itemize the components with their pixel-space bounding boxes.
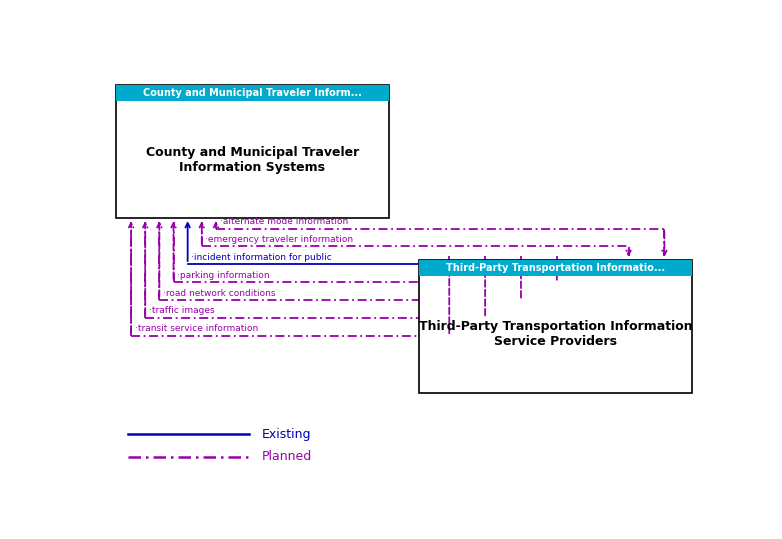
Text: Existing: Existing — [261, 427, 311, 440]
Text: Third-Party Transportation Information
Service Providers: Third-Party Transportation Information S… — [418, 320, 692, 348]
Text: ·road network conditions: ·road network conditions — [163, 288, 275, 298]
Bar — [116, 86, 389, 218]
Text: ·emergency traveler information: ·emergency traveler information — [206, 235, 353, 244]
Bar — [116, 86, 389, 101]
Bar — [419, 260, 692, 392]
Text: ·transit service information: ·transit service information — [135, 324, 258, 333]
Text: County and Municipal Traveler
Information Systems: County and Municipal Traveler Informatio… — [145, 146, 359, 174]
Bar — [419, 260, 692, 275]
Text: Third-Party Transportation Informatio...: Third-Party Transportation Informatio... — [446, 262, 665, 273]
Text: ·parking information: ·parking information — [178, 271, 270, 280]
Text: ·incident information for public: ·incident information for public — [192, 253, 332, 262]
Text: County and Municipal Traveler Inform...: County and Municipal Traveler Inform... — [143, 88, 362, 98]
Text: ·alternate mode information: ·alternate mode information — [220, 217, 348, 226]
Text: ·traffic images: ·traffic images — [149, 306, 214, 315]
Text: Planned: Planned — [261, 451, 312, 464]
